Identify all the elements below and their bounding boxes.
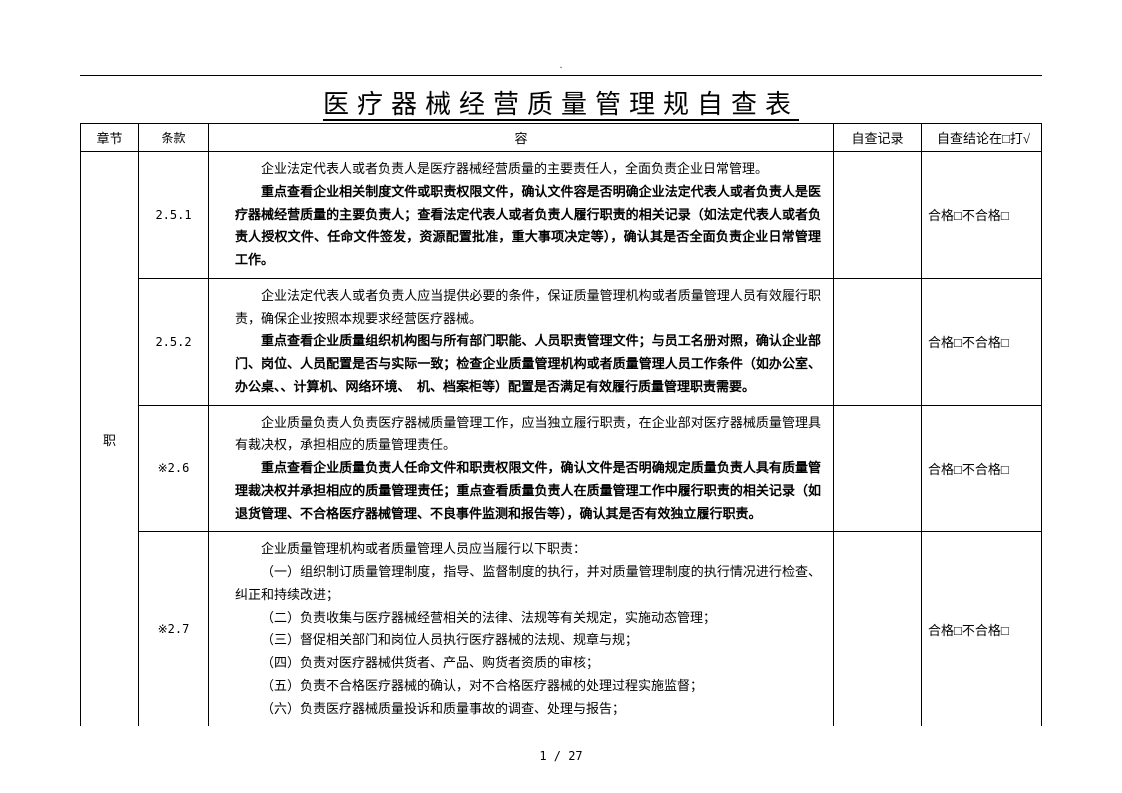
- content-paragraph: 重点查看企业相关制度文件或职责权限文件，确认文件容是否明确企业法定代表人或者负责…: [235, 181, 821, 272]
- cell-content: 企业质量负责人负责医疗器械质量管理工作，应当独立履行职责，在企业部对医疗器械质量…: [209, 405, 834, 532]
- content-paragraph: 重点查看企业质量组织机构图与所有部门职能、人员职责管理文件；与员工名册对照，确认…: [235, 330, 821, 398]
- content-paragraph: 企业法定代表人或者负责人应当提供必要的条件，保证质量管理机构或者质量管理人员有效…: [235, 285, 821, 331]
- cell-content: 企业法定代表人或者负责人是医疗器械经营质量的主要责任人，全面负责企业日常管理。重…: [209, 152, 834, 279]
- content-paragraph: （二）负责收集与医疗器械经营相关的法律、法规等有关规定，实施动态管理；: [235, 607, 821, 630]
- col-header-content: 容: [209, 124, 834, 152]
- page-header-dot: .: [80, 60, 1042, 71]
- cell-record: [834, 532, 922, 727]
- cell-record: [834, 278, 922, 405]
- cell-result: 合格□不合格□: [922, 405, 1042, 532]
- cell-chapter: 职: [81, 152, 139, 727]
- content-paragraph: 企业质量管理机构或者质量管理人员应当履行以下职责：: [235, 538, 821, 561]
- content-paragraph: （三）督促相关部门和岗位人员执行医疗器械的法规、规章与规；: [235, 629, 821, 652]
- cell-record: [834, 405, 922, 532]
- cell-content: 企业质量管理机构或者质量管理人员应当履行以下职责：（一）组织制订质量管理制度，指…: [209, 532, 834, 727]
- content-paragraph: （四）负责对医疗器械供货者、产品、购货者资质的审核；: [235, 652, 821, 675]
- col-header-chapter: 章节: [81, 124, 139, 152]
- table-row: 2.5.2 企业法定代表人或者负责人应当提供必要的条件，保证质量管理机构或者质量管…: [81, 278, 1042, 405]
- page-number: 1 / 27: [0, 749, 1122, 763]
- table-row: 职2.5.1企业法定代表人或者负责人是医疗器械经营质量的主要责任人，全面负责企业…: [81, 152, 1042, 279]
- cell-clause: ※2.7: [139, 532, 209, 727]
- self-inspection-table: 章节 条款 容 自查记录 自查结论在□打√ 职2.5.1企业法定代表人或者负责人…: [80, 123, 1042, 726]
- cell-content: 企业法定代表人或者负责人应当提供必要的条件，保证质量管理机构或者质量管理人员有效…: [209, 278, 834, 405]
- title-wrap: 医疗器械经营质量管理规自查表: [80, 75, 1042, 121]
- content-paragraph: （六）负责医疗器械质量投诉和质量事故的调查、处理与报告；: [235, 698, 821, 721]
- content-paragraph: 企业法定代表人或者负责人是医疗器械经营质量的主要责任人，全面负责企业日常管理。: [235, 158, 821, 181]
- table-body: 职2.5.1企业法定代表人或者负责人是医疗器械经营质量的主要责任人，全面负责企业…: [81, 152, 1042, 727]
- col-header-clause: 条款: [139, 124, 209, 152]
- cell-clause: 2.5.1: [139, 152, 209, 279]
- table-row: ※2.7企业质量管理机构或者质量管理人员应当履行以下职责：（一）组织制订质量管理…: [81, 532, 1042, 727]
- cell-clause: 2.5.2: [139, 278, 209, 405]
- content-paragraph: 重点查看企业质量负责人任命文件和职责权限文件，确认文件是否明确规定质量负责人具有…: [235, 457, 821, 525]
- cell-clause: ※2.6: [139, 405, 209, 532]
- col-header-record: 自查记录: [834, 124, 922, 152]
- document-title: 医疗器械经营质量管理规自查表: [323, 84, 799, 121]
- cell-record: [834, 152, 922, 279]
- cell-result: 合格□不合格□: [922, 152, 1042, 279]
- cell-result: 合格□不合格□: [922, 532, 1042, 727]
- content-paragraph: （一）组织制订质量管理制度，指导、监督制度的执行，并对质量管理制度的执行情况进行…: [235, 561, 821, 607]
- col-header-result: 自查结论在□打√: [922, 124, 1042, 152]
- table-row: ※2.6 企业质量负责人负责医疗器械质量管理工作，应当独立履行职责，在企业部对医疗…: [81, 405, 1042, 532]
- cell-result: 合格□不合格□: [922, 278, 1042, 405]
- table-header-row: 章节 条款 容 自查记录 自查结论在□打√: [81, 124, 1042, 152]
- content-paragraph: （五）负责不合格医疗器械的确认，对不合格医疗器械的处理过程实施监督；: [235, 675, 821, 698]
- content-paragraph: 企业质量负责人负责医疗器械质量管理工作，应当独立履行职责，在企业部对医疗器械质量…: [235, 412, 821, 458]
